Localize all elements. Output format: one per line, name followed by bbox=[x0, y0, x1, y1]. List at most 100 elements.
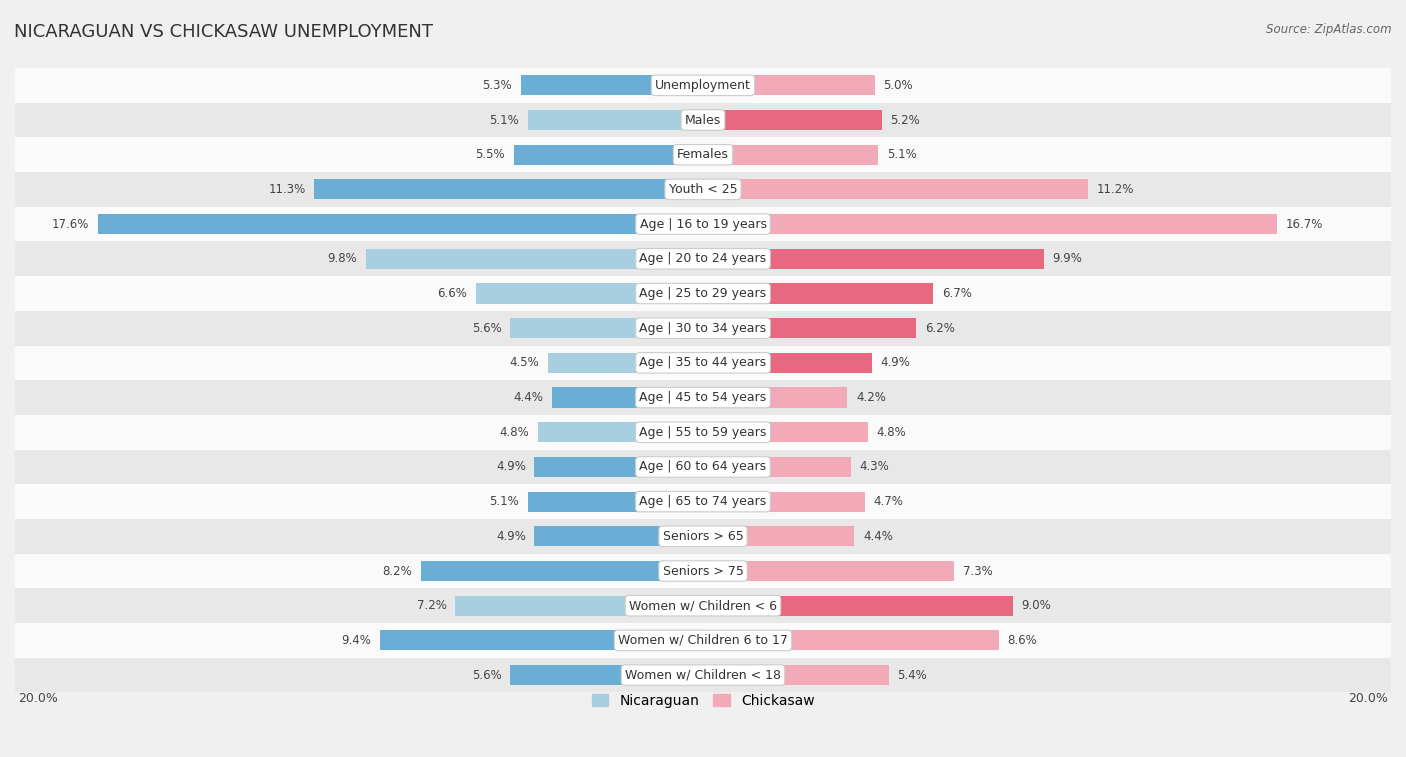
Text: Age | 25 to 29 years: Age | 25 to 29 years bbox=[640, 287, 766, 300]
Bar bbox=[703, 422, 868, 442]
Text: 5.1%: 5.1% bbox=[489, 114, 519, 126]
Text: Women w/ Children 6 to 17: Women w/ Children 6 to 17 bbox=[619, 634, 787, 647]
Text: 5.6%: 5.6% bbox=[472, 668, 502, 681]
Bar bbox=[380, 631, 703, 650]
Bar bbox=[15, 553, 1391, 588]
Text: 11.2%: 11.2% bbox=[1097, 183, 1135, 196]
Bar bbox=[703, 318, 917, 338]
Bar bbox=[703, 283, 934, 304]
Bar bbox=[703, 388, 848, 407]
Bar bbox=[520, 75, 703, 95]
Text: 7.2%: 7.2% bbox=[416, 600, 447, 612]
Text: Age | 35 to 44 years: Age | 35 to 44 years bbox=[640, 357, 766, 369]
Text: Age | 65 to 74 years: Age | 65 to 74 years bbox=[640, 495, 766, 508]
Bar bbox=[548, 353, 703, 373]
Text: 7.3%: 7.3% bbox=[963, 565, 993, 578]
Bar bbox=[477, 283, 703, 304]
Text: 5.3%: 5.3% bbox=[482, 79, 512, 92]
Text: 4.2%: 4.2% bbox=[856, 391, 886, 404]
Bar bbox=[703, 631, 998, 650]
Bar bbox=[703, 249, 1043, 269]
Bar bbox=[15, 137, 1391, 172]
Text: 11.3%: 11.3% bbox=[269, 183, 305, 196]
Bar bbox=[15, 519, 1391, 553]
Text: 6.6%: 6.6% bbox=[437, 287, 467, 300]
Text: Age | 16 to 19 years: Age | 16 to 19 years bbox=[640, 217, 766, 231]
Bar bbox=[15, 172, 1391, 207]
Text: 5.1%: 5.1% bbox=[489, 495, 519, 508]
Text: Age | 60 to 64 years: Age | 60 to 64 years bbox=[640, 460, 766, 473]
Text: 4.7%: 4.7% bbox=[873, 495, 903, 508]
Text: 6.7%: 6.7% bbox=[942, 287, 972, 300]
Text: 4.8%: 4.8% bbox=[499, 425, 529, 439]
Legend: Nicaraguan, Chickasaw: Nicaraguan, Chickasaw bbox=[586, 688, 820, 714]
Text: Women w/ Children < 6: Women w/ Children < 6 bbox=[628, 600, 778, 612]
Text: 16.7%: 16.7% bbox=[1286, 217, 1323, 231]
Text: Age | 20 to 24 years: Age | 20 to 24 years bbox=[640, 252, 766, 265]
Bar bbox=[97, 214, 703, 234]
Bar bbox=[527, 110, 703, 130]
Bar bbox=[534, 526, 703, 547]
Text: 20.0%: 20.0% bbox=[1348, 693, 1388, 706]
Text: 9.0%: 9.0% bbox=[1021, 600, 1050, 612]
Bar bbox=[15, 276, 1391, 311]
Bar bbox=[703, 665, 889, 685]
Bar bbox=[315, 179, 703, 200]
Bar bbox=[15, 311, 1391, 345]
Text: 9.8%: 9.8% bbox=[328, 252, 357, 265]
Bar bbox=[15, 241, 1391, 276]
Bar bbox=[15, 588, 1391, 623]
Bar bbox=[510, 665, 703, 685]
Bar bbox=[703, 179, 1088, 200]
Text: 4.4%: 4.4% bbox=[863, 530, 893, 543]
Bar bbox=[703, 561, 955, 581]
Text: 4.3%: 4.3% bbox=[859, 460, 889, 473]
Bar bbox=[534, 457, 703, 477]
Bar bbox=[510, 318, 703, 338]
Text: Age | 45 to 54 years: Age | 45 to 54 years bbox=[640, 391, 766, 404]
Text: 17.6%: 17.6% bbox=[52, 217, 89, 231]
Bar bbox=[703, 526, 855, 547]
Text: Age | 55 to 59 years: Age | 55 to 59 years bbox=[640, 425, 766, 439]
Text: Seniors > 75: Seniors > 75 bbox=[662, 565, 744, 578]
Bar bbox=[703, 214, 1278, 234]
Text: Unemployment: Unemployment bbox=[655, 79, 751, 92]
Text: 6.2%: 6.2% bbox=[925, 322, 955, 335]
Text: Youth < 25: Youth < 25 bbox=[669, 183, 737, 196]
Text: 5.2%: 5.2% bbox=[890, 114, 921, 126]
Bar bbox=[420, 561, 703, 581]
Text: 5.1%: 5.1% bbox=[887, 148, 917, 161]
Text: Women w/ Children < 18: Women w/ Children < 18 bbox=[626, 668, 780, 681]
Bar bbox=[15, 207, 1391, 241]
Text: Males: Males bbox=[685, 114, 721, 126]
Text: Source: ZipAtlas.com: Source: ZipAtlas.com bbox=[1267, 23, 1392, 36]
Text: 5.0%: 5.0% bbox=[883, 79, 914, 92]
Bar bbox=[15, 450, 1391, 484]
Text: Age | 30 to 34 years: Age | 30 to 34 years bbox=[640, 322, 766, 335]
Bar bbox=[703, 491, 865, 512]
Text: 5.5%: 5.5% bbox=[475, 148, 505, 161]
Text: 4.8%: 4.8% bbox=[877, 425, 907, 439]
Bar bbox=[551, 388, 703, 407]
Bar bbox=[527, 491, 703, 512]
Bar bbox=[15, 484, 1391, 519]
Bar bbox=[538, 422, 703, 442]
Bar bbox=[513, 145, 703, 165]
Text: 8.2%: 8.2% bbox=[382, 565, 412, 578]
Text: NICARAGUAN VS CHICKASAW UNEMPLOYMENT: NICARAGUAN VS CHICKASAW UNEMPLOYMENT bbox=[14, 23, 433, 41]
Bar bbox=[366, 249, 703, 269]
Bar bbox=[15, 415, 1391, 450]
Text: Females: Females bbox=[678, 148, 728, 161]
Text: 5.6%: 5.6% bbox=[472, 322, 502, 335]
Bar bbox=[15, 103, 1391, 137]
Bar bbox=[703, 596, 1012, 615]
Text: 4.9%: 4.9% bbox=[496, 530, 526, 543]
Bar bbox=[703, 110, 882, 130]
Bar bbox=[15, 380, 1391, 415]
Text: 20.0%: 20.0% bbox=[18, 693, 58, 706]
Text: 4.5%: 4.5% bbox=[510, 357, 540, 369]
Bar bbox=[703, 75, 875, 95]
Bar bbox=[15, 345, 1391, 380]
Bar bbox=[15, 658, 1391, 693]
Text: 9.4%: 9.4% bbox=[342, 634, 371, 647]
